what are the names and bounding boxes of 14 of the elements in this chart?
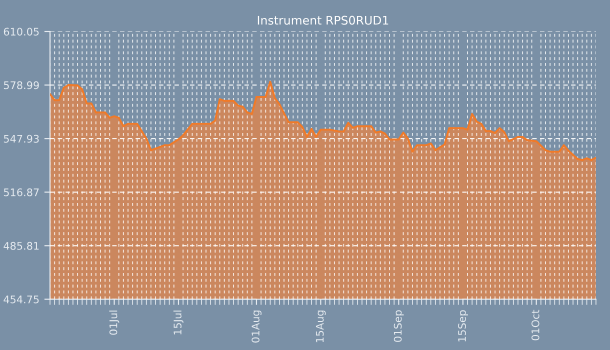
x-tick-label: 01Oct	[531, 310, 540, 340]
x-tick-label: 01Sep	[394, 310, 404, 342]
y-tick-label: 454.75	[4, 296, 39, 304]
y-tick-label: 516.87	[4, 188, 39, 196]
x-tick-label: 01Jul	[109, 310, 120, 335]
y-tick-label: 610.05	[4, 28, 39, 36]
x-tick-label: 15Sep	[458, 310, 468, 342]
x-tick-label: 15Jul	[173, 310, 184, 334]
chart-title: Instrument RPS0RUD1	[258, 16, 388, 25]
x-tick-label: 15Aug	[316, 310, 326, 342]
x-tick-label: 01Aug	[252, 310, 262, 343]
y-tick-label: 485.81	[4, 242, 39, 250]
y-tick-label: 547.93	[4, 134, 39, 143]
y-tick-label: 578.99	[4, 81, 39, 90]
